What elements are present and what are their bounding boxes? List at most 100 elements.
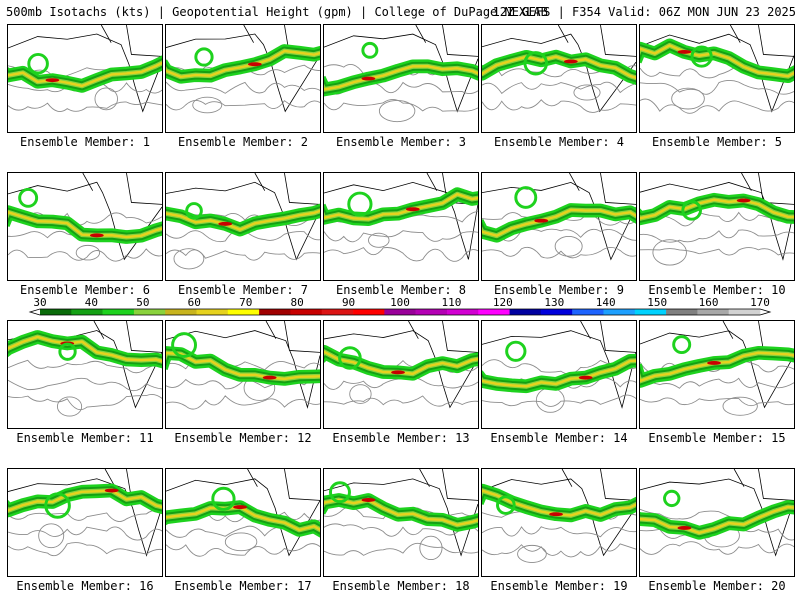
height-contour [8,101,162,112]
jet-swirl [194,47,214,67]
map-panel-member-6 [7,172,163,281]
scale-swatch [415,309,448,315]
map-panel-member-12 [165,320,321,429]
height-contour [166,543,320,557]
scale-swatch [321,309,354,315]
member-caption: Ensemble Member: 9 [493,283,625,297]
map-panel-member-17 [165,468,321,577]
height-contour [640,541,794,555]
scale-swatch [133,309,166,315]
member-caption: Ensemble Member: 14 [490,431,628,445]
member-caption: Ensemble Member: 3 [335,135,467,149]
header-run-info: 12Z GEFS | F354 Valid: 06Z MON JUN 23 20… [492,5,796,19]
jet-stream-band [166,49,320,79]
jet-swirl [185,202,203,220]
height-contour [324,523,478,537]
member-caption: Ensemble Member: 2 [177,135,309,149]
jet-stream-band [482,55,636,80]
scale-tick-label: 80 [291,296,304,309]
jet-swirl [18,187,39,208]
scale-swatch [572,309,604,315]
height-contour-closed [75,244,101,261]
jet-stream-band [482,359,636,388]
jet-stream-band [324,192,478,221]
map-panel-member-15 [639,320,795,429]
jet-max [563,59,578,64]
jet-stream-band [166,209,320,231]
coastline [640,25,794,113]
header-title: 500mb Isotachs (kts) | Geopotential Heig… [6,5,548,19]
scale-swatch [540,309,573,315]
height-contour [640,229,794,243]
height-contour [324,395,478,407]
height-contour [166,99,320,111]
jet-max [218,221,233,226]
jet-max [405,207,420,212]
scale-swatch [697,309,729,315]
jet-max [391,370,405,375]
member-caption: Ensemble Member: 5 [651,135,783,149]
coastline [8,25,162,113]
scale-swatch [478,309,510,315]
jet-max [262,375,277,380]
member-caption: Ensemble Member: 11 [16,431,154,445]
scale-tick-label: 30 [33,296,46,309]
coastline [8,469,162,557]
coastline [8,173,162,261]
coastline [482,321,636,409]
map-panel-member-20 [639,468,795,577]
scale-tick-label: 100 [390,296,410,309]
member-caption: Ensemble Member: 15 [648,431,786,445]
map-panel-member-16 [7,468,163,577]
jet-swirl [663,489,681,508]
height-contour [640,377,794,389]
jet-stream-band [8,489,162,512]
jet-stream-band [324,498,478,527]
scale-swatch [71,309,103,315]
jet-max [736,198,751,203]
height-contour [482,543,636,558]
jet-stream-band [8,335,162,363]
scale-swatch [102,309,135,315]
map-panel-member-1 [7,24,163,133]
map-panel-member-3 [323,24,479,133]
member-caption: Ensemble Member: 16 [16,579,154,593]
jet-swirl [681,200,702,221]
height-contour-closed [535,387,565,413]
map-panel-member-9 [481,172,637,281]
scale-swatch [259,309,291,315]
jet-swirl [338,346,362,370]
height-contour [640,359,794,374]
height-contour [482,81,636,95]
height-contour-closed [378,99,416,123]
member-caption: Ensemble Member: 13 [332,431,470,445]
height-contour-closed [419,535,443,561]
isotach-color-scale: 30 40 50 60 70 80 90 100 110 120 130 140 150 160 170 [28,296,772,316]
scale-tick-label: 110 [441,296,461,309]
height-contour-closed [224,532,258,552]
map-panel-member-14 [481,320,637,429]
scale-outline [28,308,772,316]
scale-swatch [666,309,698,315]
height-contour [8,359,162,374]
jet-max [361,498,376,502]
height-contour [324,247,478,262]
height-contour [482,228,636,242]
height-contour [482,394,636,407]
map-panel-member-18 [323,468,479,577]
scale-tick-label: 90 [342,296,355,309]
jet-swirl [505,340,527,362]
scale-swatch [509,309,542,315]
jet-stream-band [324,65,478,91]
jet-swirl [523,51,549,76]
height-contour [8,509,162,522]
jet-stream-band [640,505,794,535]
height-contour-closed [671,87,705,110]
height-contour [8,393,162,411]
coastline [166,321,320,409]
scale-tick-label: 160 [699,296,719,309]
coastline [166,173,320,261]
height-contour-closed [94,87,118,111]
jet-swirl [44,492,71,519]
scale-swatch [603,309,636,315]
